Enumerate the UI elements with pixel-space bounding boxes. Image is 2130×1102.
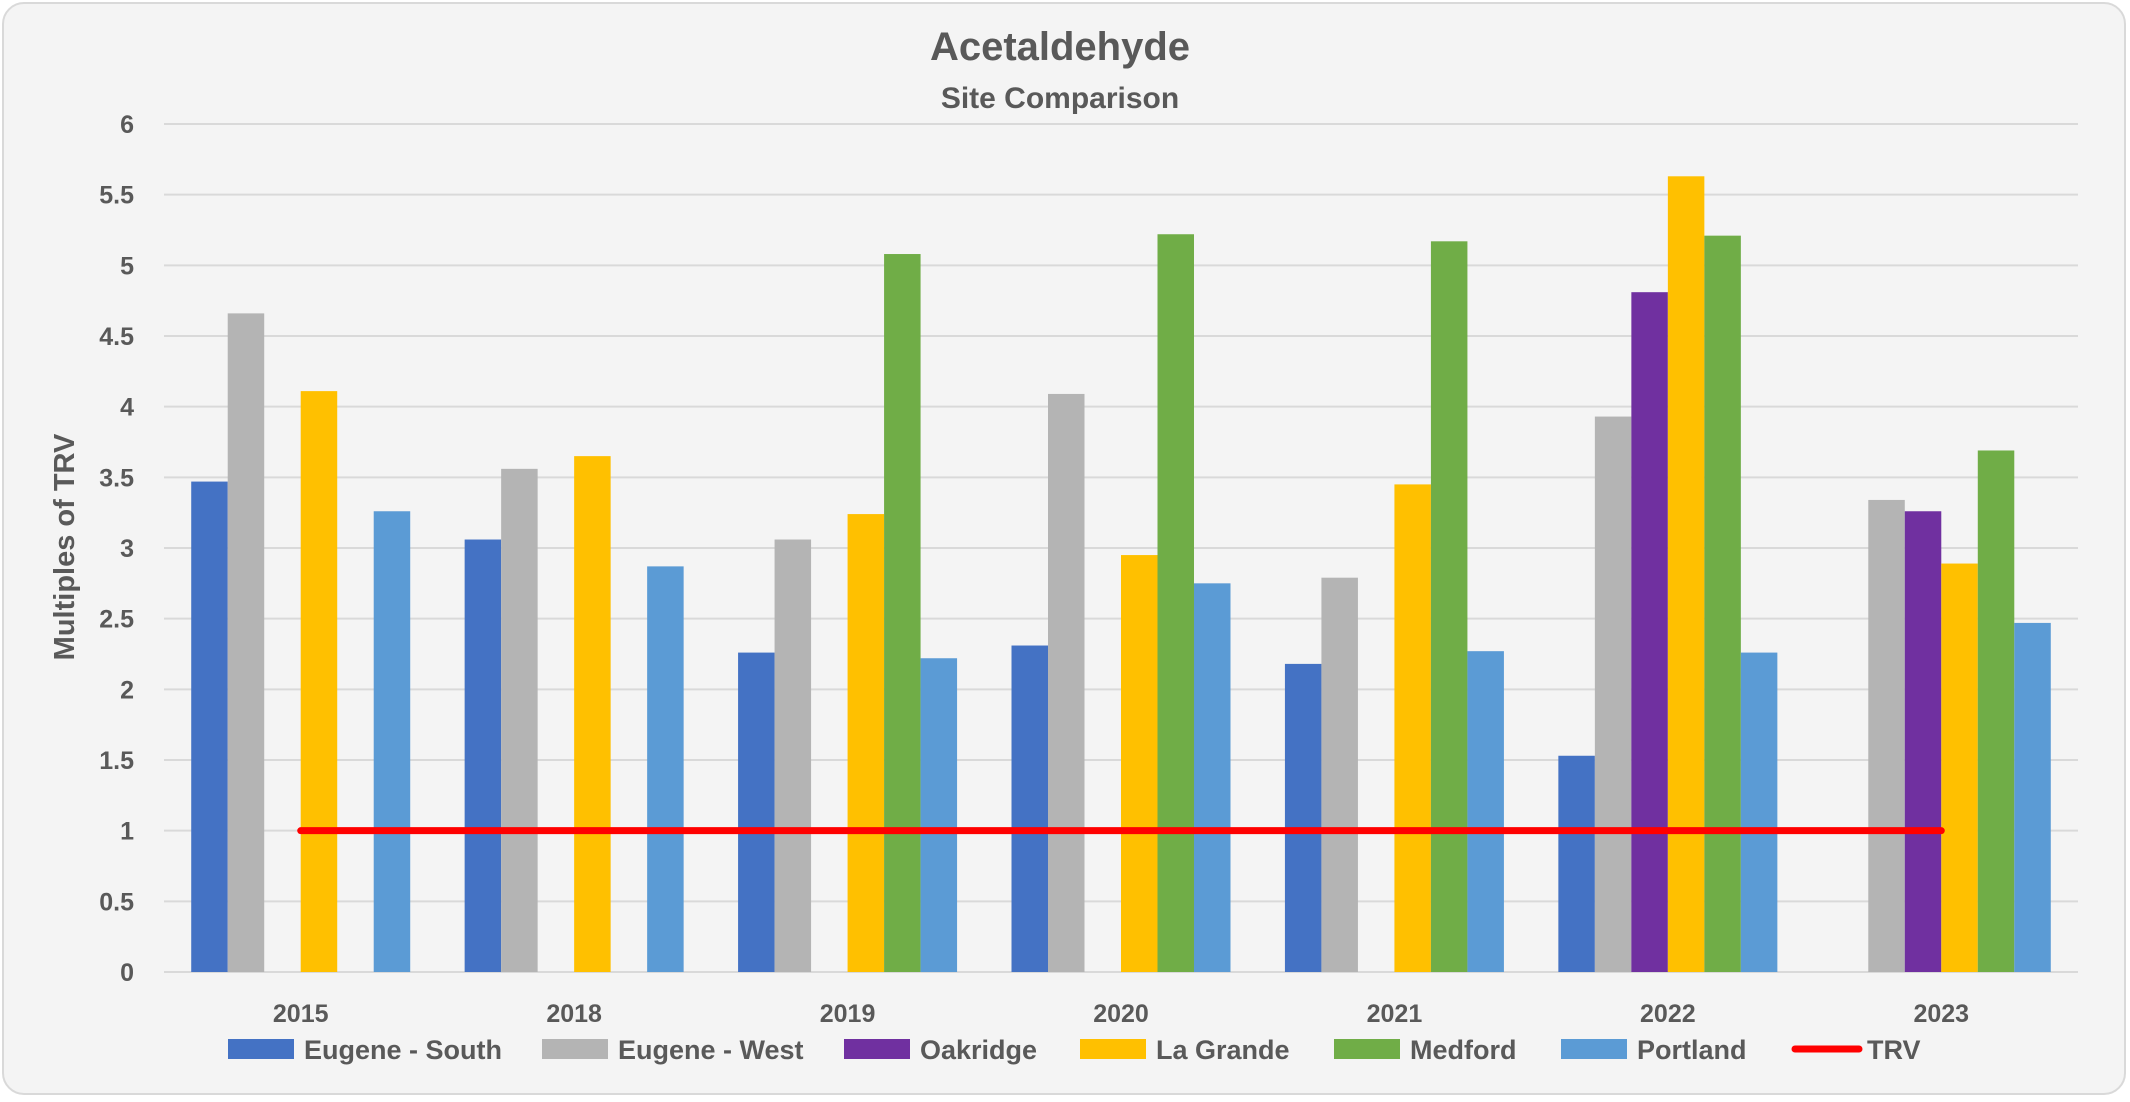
legend-swatch-medford [1334, 1039, 1400, 1059]
legend-swatch-eugene-south [228, 1039, 294, 1059]
bar-la-grande-2019 [847, 514, 885, 972]
legend: Eugene - South Eugene - West Oakridge La Gr… [228, 1035, 1921, 1065]
bar-portland-2023 [2014, 622, 2051, 972]
bar-portland-2019 [920, 658, 958, 972]
bar-eugene-west-2018 [501, 468, 538, 972]
bar-la-grande-2023 [1941, 563, 1978, 972]
y-tick-label: 5 [120, 252, 134, 280]
bar-eugene-south-2020 [1011, 645, 1048, 972]
x-tick-label: 2020 [1093, 1000, 1149, 1028]
y-tick-label: 0.5 [99, 888, 134, 916]
y-tick-label: 3.5 [99, 464, 134, 492]
y-tick-label: 5.5 [99, 182, 134, 210]
y-tick-label: 1.5 [99, 747, 134, 775]
bar-eugene-south-2018 [464, 539, 502, 972]
legend-swatch-la-grande [1080, 1039, 1146, 1059]
y-tick-label: 1 [120, 818, 134, 846]
legend-label-medford: Medford [1410, 1035, 1516, 1065]
legend-label-eugene-west: Eugene - West [618, 1035, 804, 1065]
x-tick-label: 2019 [820, 1000, 876, 1028]
legend-swatch-oakridge [844, 1039, 910, 1059]
x-tick-label: 2022 [1640, 1000, 1696, 1028]
legend-swatch-portland [1561, 1039, 1627, 1059]
bar-la-grande-2020 [1121, 555, 1158, 972]
bar-eugene-west-2020 [1048, 393, 1085, 972]
legend-label-la-grande: La Grande [1156, 1035, 1290, 1065]
x-tick-label: 2021 [1367, 1000, 1423, 1028]
bar-eugene-west-2023 [1868, 499, 1905, 972]
bar-eugene-west-2019 [774, 539, 812, 972]
legend-label-portland: Portland [1637, 1035, 1747, 1065]
bar-portland-2022 [1740, 652, 1778, 972]
bar-eugene-west-2015 [227, 313, 265, 972]
bar-eugene-west-2021 [1321, 577, 1358, 972]
legend-swatch-eugene-west [542, 1039, 608, 1059]
bar-portland-2021 [1467, 651, 1504, 972]
bar-medford-2023 [1977, 450, 2015, 973]
bar-medford-2019 [884, 254, 921, 972]
y-tick-label: 2.5 [99, 606, 134, 634]
chart-subtitle: Site Comparison [941, 82, 1179, 115]
y-tick-label: 2 [120, 676, 134, 704]
y-axis-ticks: 0 0.5 1 1.5 2 2.5 3 3.5 4 4.5 5 5.5 6 [99, 111, 134, 987]
bar-eugene-south-2019 [738, 652, 775, 972]
bar-eugene-west-2022 [1594, 416, 1632, 972]
bar-oakridge-2023 [1904, 511, 1942, 972]
x-tick-label: 2018 [546, 1000, 602, 1028]
bar-oakridge-2022 [1631, 292, 1668, 973]
y-tick-label: 3 [120, 535, 134, 563]
chart-svg: Acetaldehyde Site Comparison Multiples o… [49, 25, 2078, 1065]
x-tick-label: 2023 [1913, 1000, 1969, 1028]
bar-eugene-south-2015 [191, 481, 228, 972]
bar-la-grande-2018 [574, 456, 611, 973]
legend-label-eugene-south: Eugene - South [304, 1035, 502, 1065]
bar-la-grande-2022 [1667, 176, 1705, 972]
bar-la-grande-2021 [1394, 484, 1431, 972]
y-tick-label: 6 [120, 111, 134, 139]
bars [191, 176, 2051, 973]
y-tick-label: 0 [120, 959, 134, 987]
legend-label-trv: TRV [1867, 1035, 1921, 1065]
bar-medford-2022 [1704, 235, 1741, 973]
y-tick-label: 4 [120, 394, 134, 422]
bar-eugene-south-2022 [1558, 755, 1595, 972]
y-tick-label: 4.5 [99, 323, 134, 351]
x-tick-label: 2015 [273, 1000, 329, 1028]
bar-portland-2015 [373, 511, 411, 972]
legend-label-oakridge: Oakridge [920, 1035, 1037, 1065]
bar-eugene-south-2021 [1284, 663, 1322, 972]
x-axis-ticks: 2015 2018 2019 2020 2021 2022 2023 [273, 1000, 1969, 1028]
chart-title: Acetaldehyde [930, 25, 1190, 69]
bar-la-grande-2015 [300, 391, 338, 972]
bar-portland-2020 [1194, 583, 1231, 972]
y-axis-title: Multiples of TRV [49, 433, 81, 660]
bar-portland-2018 [647, 566, 684, 972]
bar-medford-2021 [1430, 241, 1468, 973]
bar-medford-2020 [1157, 234, 1194, 973]
